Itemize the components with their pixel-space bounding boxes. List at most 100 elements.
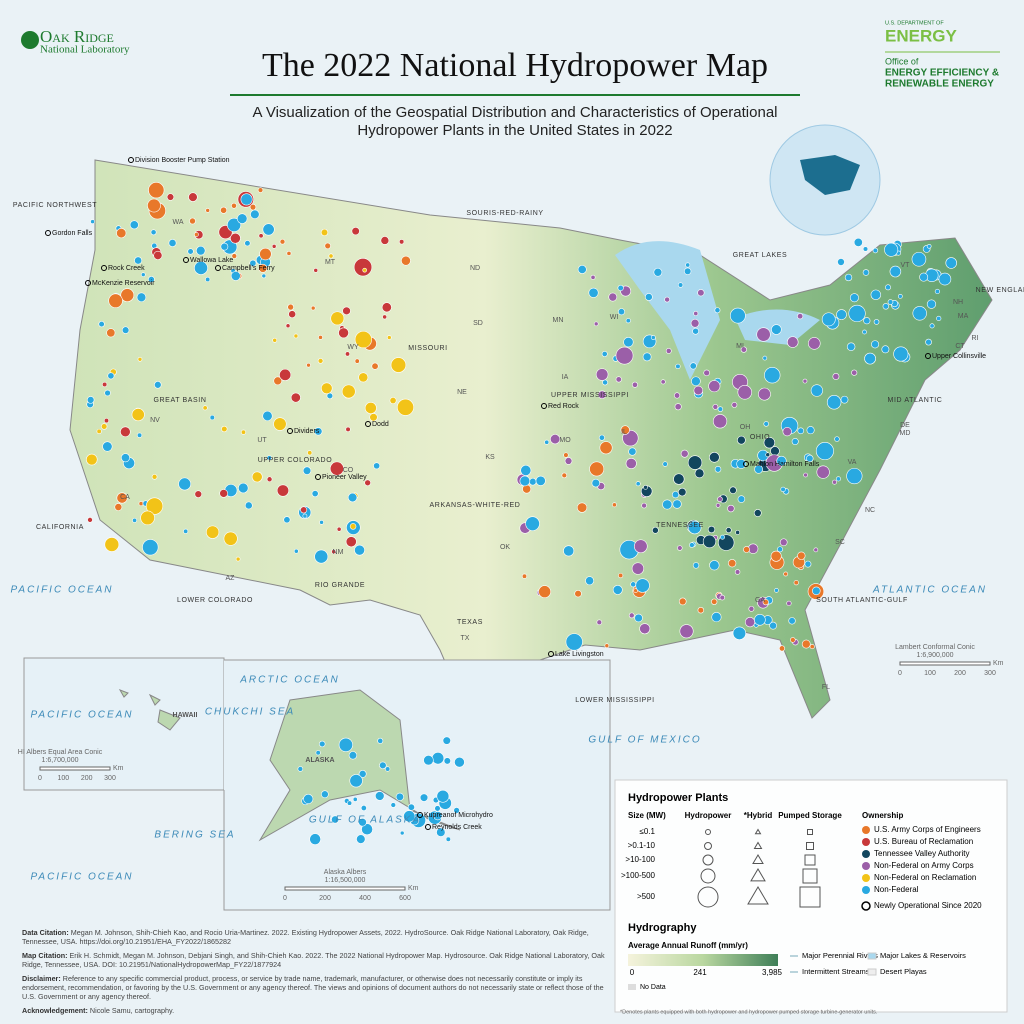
- plant-dot: [756, 327, 771, 342]
- plant-dot: [711, 612, 722, 623]
- plant-dot: [612, 502, 617, 508]
- plant-dot: [194, 232, 199, 237]
- plant-dot: [806, 454, 814, 463]
- plant-dot: [709, 451, 720, 463]
- plant-dot: [793, 580, 799, 586]
- plant-dot: [351, 227, 360, 236]
- plant-dot: [863, 317, 871, 325]
- plant-dot: [240, 429, 246, 435]
- plant-dot: [672, 499, 682, 509]
- plant-dot: [563, 452, 569, 458]
- size-label: >0.1-10: [628, 841, 656, 850]
- plant-dot: [628, 612, 635, 619]
- plant-label: Reynolds Creek: [432, 824, 482, 831]
- scale-bar: [284, 886, 406, 891]
- state-label: SD: [473, 320, 483, 327]
- plant-dot: [380, 236, 390, 245]
- ownership-swatch: [862, 826, 870, 834]
- citation-label: Data Citation:: [22, 928, 69, 937]
- plant-dot: [315, 750, 321, 756]
- plant-dot: [341, 384, 356, 399]
- plant-dot: [85, 453, 98, 466]
- region-label: TEXAS: [457, 619, 483, 626]
- region-label: MID ATLANTIC: [888, 397, 943, 404]
- region-label: NEW ENGLAND: [976, 287, 1024, 294]
- plant-dot: [258, 233, 264, 239]
- region-label: MISSOURI: [408, 345, 447, 352]
- state-label: GA: [755, 597, 765, 604]
- ownership-label: Non-Federal: [874, 885, 919, 894]
- size-label: >10-100: [625, 855, 655, 864]
- citation: Map Citation: Erik H. Schmidt, Megan M. …: [22, 951, 612, 969]
- state-label: NM: [333, 549, 344, 556]
- hybrid-symbol: [752, 854, 764, 864]
- plant-dot: [598, 434, 605, 441]
- region-label: GREAT LAKES: [733, 252, 788, 259]
- state-label: NH: [953, 299, 963, 306]
- hydro-title: Hydrography: [628, 922, 697, 934]
- plant-dot: [770, 446, 780, 456]
- region-label: SOUTH ATLANTIC-GULF: [816, 597, 908, 604]
- feature-swatch: [867, 968, 877, 976]
- plant-dot: [708, 380, 721, 393]
- plant-dot: [205, 208, 211, 213]
- plant-dot: [712, 404, 719, 410]
- plant-dot: [574, 590, 582, 598]
- plant-dot: [919, 272, 929, 282]
- plant-dot: [320, 228, 329, 237]
- plant-dot: [671, 491, 680, 499]
- plant-dot: [266, 455, 272, 461]
- plant-dot: [205, 525, 220, 539]
- legend-column: Pumped Storage: [778, 811, 842, 820]
- plant-dot: [608, 292, 618, 302]
- plant-dot: [806, 426, 815, 435]
- plant-dot: [618, 572, 624, 579]
- plant-dot: [774, 588, 779, 593]
- size-symbol: [705, 829, 711, 835]
- ownership-label: U.S. Army Corps of Engineers: [874, 825, 981, 834]
- map-title: The 2022 National Hydropower Map: [262, 47, 768, 84]
- plant-dot: [318, 334, 323, 340]
- no-data-label: No Data: [640, 984, 666, 991]
- ownership-swatch: [862, 838, 870, 846]
- plant-dot: [813, 547, 819, 553]
- water-label: GULF OF MEXICO: [588, 735, 701, 746]
- plant-dot: [639, 623, 651, 635]
- plant-dot: [938, 272, 952, 286]
- plant-dot: [142, 539, 159, 556]
- plant-dot: [697, 289, 705, 297]
- plant-dot: [678, 597, 687, 606]
- hawaii-land: [118, 689, 181, 731]
- plant-dot: [145, 497, 164, 515]
- plant-dot: [615, 346, 634, 365]
- plant-dot: [734, 569, 741, 575]
- plant-dot: [358, 372, 369, 383]
- state-label: NV: [150, 417, 160, 424]
- pumped-symbol: [802, 868, 818, 884]
- plant-dot: [423, 754, 434, 766]
- state-label: WA: [172, 219, 183, 226]
- plant-dot: [306, 362, 311, 368]
- scale-tick: 300: [984, 670, 996, 677]
- scale-unit: Km: [408, 885, 419, 892]
- plant-dot: [652, 526, 659, 534]
- plant-dot: [625, 457, 637, 470]
- water-label: GULF OF ALASKA: [309, 815, 421, 826]
- plant-dot: [103, 418, 110, 424]
- citation-text: Nicole Samu, cartography.: [87, 1006, 175, 1015]
- plant-dot: [604, 643, 610, 649]
- plant-dot: [345, 351, 351, 357]
- plant-dot: [313, 268, 319, 273]
- scale-tick: 0: [283, 895, 287, 902]
- state-label: MT: [325, 259, 336, 266]
- plant-dot: [87, 517, 93, 523]
- region-label: SOURIS-RED-RAINY: [466, 210, 543, 217]
- scale-tick: 200: [81, 775, 93, 782]
- region-label: ARKANSAS-WHITE-RED: [430, 502, 521, 509]
- conus-land: [69, 159, 993, 721]
- scale-unit: Km: [993, 660, 1004, 667]
- plant-dot: [279, 238, 286, 245]
- plant-dot: [809, 644, 815, 650]
- plant-dot: [590, 274, 596, 280]
- plant-dot: [615, 376, 622, 383]
